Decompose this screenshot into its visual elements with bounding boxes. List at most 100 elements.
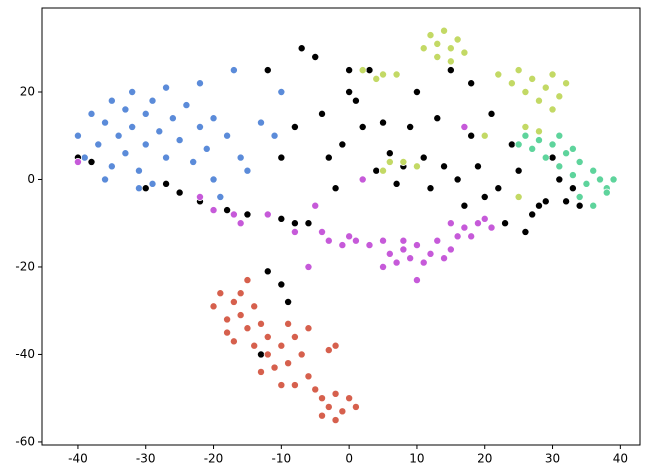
- point: [392, 70, 401, 79]
- point: [358, 66, 367, 75]
- point: [412, 276, 421, 285]
- point: [446, 66, 455, 75]
- point: [419, 258, 428, 267]
- point: [589, 166, 598, 175]
- point: [304, 219, 313, 228]
- point: [562, 79, 571, 88]
- point: [460, 48, 469, 57]
- point: [290, 332, 299, 341]
- point: [141, 140, 150, 149]
- point: [134, 184, 143, 193]
- point: [446, 44, 455, 53]
- point: [521, 122, 530, 131]
- point: [487, 109, 496, 118]
- point: [555, 162, 564, 171]
- point: [412, 162, 421, 171]
- point: [385, 157, 394, 166]
- point: [541, 83, 550, 92]
- point: [548, 153, 557, 162]
- point: [155, 127, 164, 136]
- point: [284, 319, 293, 328]
- point: [453, 232, 462, 241]
- point: [528, 210, 537, 219]
- point: [162, 153, 171, 162]
- point: [148, 179, 157, 188]
- point: [128, 87, 137, 96]
- point: [80, 153, 89, 162]
- point: [453, 35, 462, 44]
- point: [168, 114, 177, 123]
- point: [175, 188, 184, 197]
- y-tick-label: 0: [27, 172, 35, 186]
- point: [277, 341, 286, 350]
- point: [243, 324, 252, 333]
- point: [568, 171, 577, 180]
- point: [345, 87, 354, 96]
- point: [514, 166, 523, 175]
- point: [101, 175, 110, 184]
- point: [73, 131, 82, 140]
- y-tick-label: -60: [15, 434, 35, 448]
- point: [514, 192, 523, 201]
- point: [379, 262, 388, 271]
- point: [379, 166, 388, 175]
- point: [101, 118, 110, 127]
- point: [562, 149, 571, 158]
- y-tick-label: 20: [20, 84, 35, 98]
- point: [229, 297, 238, 306]
- point: [514, 66, 523, 75]
- point: [548, 70, 557, 79]
- point: [318, 411, 327, 420]
- point: [446, 245, 455, 254]
- point: [555, 131, 564, 140]
- point: [263, 210, 272, 219]
- point: [331, 341, 340, 350]
- point: [141, 109, 150, 118]
- point: [216, 289, 225, 298]
- point: [311, 52, 320, 61]
- point: [446, 57, 455, 66]
- point: [521, 227, 530, 236]
- point: [433, 52, 442, 61]
- point: [148, 96, 157, 105]
- point: [277, 381, 286, 390]
- point: [392, 258, 401, 267]
- point: [162, 83, 171, 92]
- point: [480, 214, 489, 223]
- point: [406, 122, 415, 131]
- point: [73, 157, 82, 166]
- point: [419, 44, 428, 53]
- point: [372, 74, 381, 83]
- point: [107, 162, 116, 171]
- point: [304, 372, 313, 381]
- point: [534, 136, 543, 145]
- point: [399, 245, 408, 254]
- point: [379, 70, 388, 79]
- x-tick-label: 40: [613, 452, 628, 466]
- point: [338, 407, 347, 416]
- point: [467, 79, 476, 88]
- point: [229, 337, 238, 346]
- point: [121, 149, 130, 158]
- point: [345, 394, 354, 403]
- point: [216, 192, 225, 201]
- point: [467, 131, 476, 140]
- point: [128, 122, 137, 131]
- point: [412, 241, 421, 250]
- point: [507, 79, 516, 88]
- point: [541, 153, 550, 162]
- point: [243, 210, 252, 219]
- x-tick-label: -30: [136, 452, 156, 466]
- point: [297, 350, 306, 359]
- point: [379, 236, 388, 245]
- point: [609, 175, 618, 184]
- point: [501, 219, 510, 228]
- point: [223, 315, 232, 324]
- point: [555, 175, 564, 184]
- point: [494, 70, 503, 79]
- point: [209, 206, 218, 215]
- point: [365, 241, 374, 250]
- point: [324, 402, 333, 411]
- point: [229, 210, 238, 219]
- point: [433, 114, 442, 123]
